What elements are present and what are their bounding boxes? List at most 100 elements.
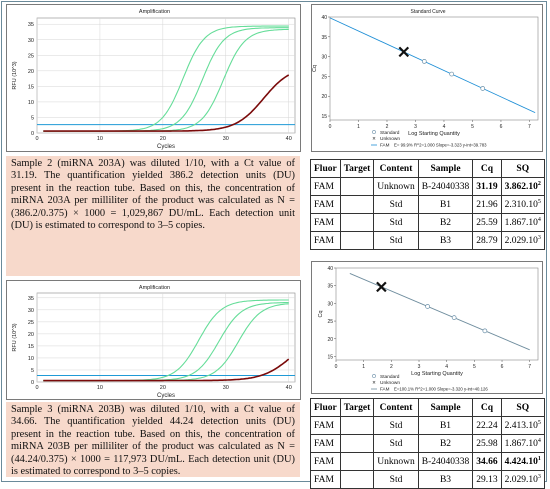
y-tick-label: 20: [28, 332, 34, 338]
table-row: FAM Std B1 21.96 2.310.105: [310, 195, 545, 214]
table-cell: [339, 434, 375, 453]
table-cell: FAM: [310, 195, 341, 214]
y-tick-label: 15: [28, 84, 34, 90]
standard-point: [421, 59, 427, 64]
table-row: FAM Unknown B-24040338 31.19 3.862.102: [310, 177, 545, 196]
sq-mantissa: 2.029.10: [504, 236, 538, 247]
amplification-chart-a: AmplificationA01020304005101520253035Cyc…: [6, 4, 301, 152]
x-tick-label: 6: [501, 364, 504, 370]
x-tick-label: 5: [473, 364, 476, 370]
legend-fam-label: FAM: [380, 143, 390, 148]
x-tick-label: 1: [362, 364, 365, 370]
legend-fam-label: FAM: [380, 387, 390, 392]
table-cell: [339, 416, 375, 435]
unknown-point-marker: [398, 46, 410, 58]
amplification-plot-a: AmplificationA01020304005101520253035Cyc…: [12, 9, 296, 150]
sq-mantissa: 3.862.10: [504, 182, 538, 193]
sq-exponent: 2: [537, 180, 541, 187]
legend-unknown-label: Unknown: [380, 136, 400, 142]
legend-standard-label: Standard: [380, 130, 400, 136]
column-header: Sample: [417, 398, 474, 417]
x-axis-label: Log Starting Quantity: [408, 131, 460, 137]
unknown-point-stroke: [398, 46, 410, 58]
x-tick-label: 20: [160, 385, 166, 391]
x-tick-label: 0: [329, 124, 332, 130]
standard-curve-plot-b: 0 1 2 3 4 5 6 7 15 20 25 30 35 40 Log Starting Quantit…: [318, 266, 539, 392]
x-tick-label: 0: [335, 364, 338, 370]
table-cell-sq: 2.029.103: [500, 470, 545, 489]
standard-curve-a: Standard Curve 0 1 2 3 4 5 6 7 15 20 25 30 35 40 Log St…: [311, 4, 543, 152]
table-header-row: Fluor Target Content Sample Cq SQ: [310, 398, 545, 417]
x-tick-label: 30: [223, 385, 229, 391]
column-header: Cq: [472, 159, 502, 178]
standard-curve-plot-a: Standard Curve 0 1 2 3 4 5 6 7 15 20 25 30 35 40 Log St…: [312, 9, 539, 148]
x-tick-label: 40: [286, 136, 292, 142]
table-cell: B2: [417, 213, 474, 232]
x-tick-label: 4: [445, 364, 448, 370]
table-cell-sq: 1.867.104: [500, 213, 545, 232]
y-tick-label: 25: [327, 319, 333, 325]
amplification-curve-4: [43, 358, 290, 382]
table-cell: Std: [373, 434, 419, 453]
table-cell: 29.13: [472, 470, 502, 489]
table-cell: 31.19: [472, 177, 502, 196]
y-tick-label: 20: [321, 94, 327, 100]
y-tick-label: 10: [28, 356, 34, 362]
y-tick-label: 35: [327, 284, 333, 290]
x-tick-label: 5: [471, 124, 474, 130]
figure-frame: [1, 1, 547, 482]
y-axis-label: Cq: [312, 65, 318, 72]
regression-line: [329, 17, 536, 114]
table-cell-sq: 1.867.104: [500, 434, 545, 453]
y-tick-label: 30: [28, 308, 34, 314]
unknown-point-stroke: [376, 281, 387, 293]
table-cell-sq: 3.862.102: [500, 177, 545, 196]
table-cell: B3: [417, 231, 474, 250]
table-cell: Std: [373, 470, 419, 489]
standard-point: [425, 304, 430, 309]
unknown-point-marker: [376, 281, 387, 293]
regression-stats: E=100.1% R^2=1.000 Slope=-3.320 y-int=40…: [394, 387, 488, 392]
y-tick-label: 15: [327, 354, 333, 360]
plot-area: [335, 267, 539, 361]
sq-mantissa: 2.310.10: [504, 200, 538, 211]
results-table-a: Fluor Target Content Sample Cq SQ FAM Unknown B…: [310, 159, 545, 250]
sq-mantissa: 1.867.10: [504, 218, 538, 229]
standard-curve-b: 0 1 2 3 4 5 6 7 15 20 25 30 35 40 Log Starting Quantit…: [311, 261, 543, 394]
table-header-row: Fluor Target Content Sample Cq SQ: [310, 159, 545, 178]
table-row: FAM Std B3 28.79 2.029.103: [310, 231, 545, 250]
sq-mantissa: 2.029.10: [504, 475, 538, 486]
plot-area: [36, 17, 296, 134]
column-header: Fluor: [310, 159, 341, 178]
chart-title: Standard Curve: [410, 9, 445, 15]
x-tick-label: 20: [160, 136, 166, 142]
y-tick-label: 30: [321, 55, 327, 61]
y-tick-label: 25: [28, 320, 34, 326]
x-axis-label: Cycles: [157, 393, 175, 399]
sq-mantissa: 2.413.10: [504, 421, 538, 432]
y-tick-label: 15: [321, 114, 327, 120]
table-cell: FAM: [310, 416, 341, 435]
table-cell: B1: [417, 195, 474, 214]
x-tick-label: 10: [97, 385, 103, 391]
y-tick-label: 10: [28, 100, 34, 106]
table-cell: Std: [373, 231, 419, 250]
column-header: SQ: [500, 159, 545, 178]
sq-exponent: 4: [537, 216, 541, 223]
table-cell: FAM: [310, 231, 341, 250]
y-tick-label: 30: [28, 38, 34, 44]
column-header: Content: [373, 159, 419, 178]
x-tick-label: 30: [223, 136, 229, 142]
sq-mantissa: 1.867.10: [504, 439, 538, 450]
sq-mantissa: 4.424.10: [504, 457, 538, 468]
y-tick-label: 35: [28, 296, 34, 302]
amplification-chart-b: AmplificationB01020304005101520253035Cyc…: [6, 280, 301, 400]
table-cell: [339, 231, 375, 250]
table-cell: [339, 470, 375, 489]
table-cell: FAM: [310, 177, 341, 196]
x-tick-label: 2: [386, 124, 389, 130]
y-tick-label: 0: [31, 380, 34, 386]
table-cell: [339, 177, 375, 196]
x-tick-label: 7: [528, 364, 531, 370]
table-cell: Std: [373, 416, 419, 435]
